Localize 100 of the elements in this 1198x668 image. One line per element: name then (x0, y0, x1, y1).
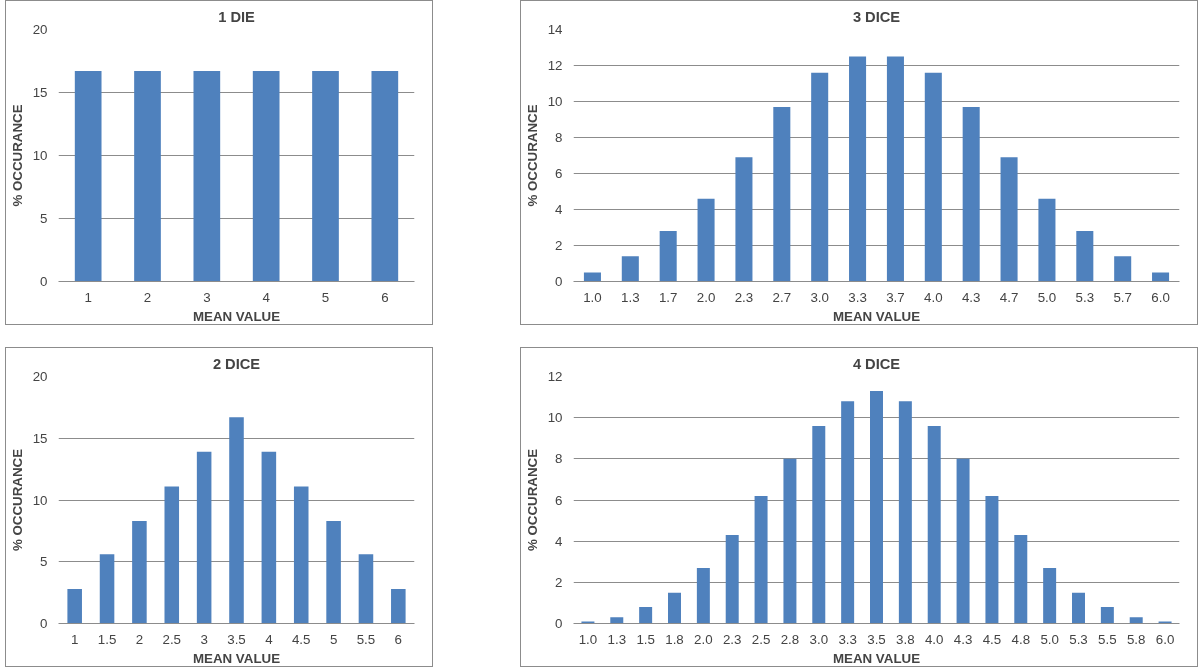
x-tick-label: 2.3 (734, 289, 754, 305)
bar (849, 56, 867, 282)
x-tick-label: 3.5 (867, 631, 886, 647)
x-tick-label: 1.3 (607, 631, 627, 647)
x-tick-label: 3.0 (809, 631, 829, 647)
bar (132, 520, 147, 624)
y-tick-label: 12 (547, 58, 563, 73)
y-tick-label: 10 (32, 148, 48, 163)
y-tick-label: 0 (40, 274, 48, 289)
y-axis-title: % OCCURANCE (9, 448, 25, 552)
bar (610, 617, 624, 624)
bar (1158, 621, 1172, 624)
y-tick-label: 0 (555, 616, 563, 631)
x-tick-label: 1.7 (658, 289, 678, 305)
x-tick-label: 5.0 (1040, 631, 1059, 647)
bar (261, 451, 277, 624)
x-tick-label: 2 (135, 631, 144, 647)
y-tick-label: 5 (40, 554, 48, 570)
y-tick-label: 14 (547, 22, 564, 37)
x-tick-label: 4.7 (999, 289, 1019, 305)
x-tick-label: 6 (394, 631, 403, 647)
chart-title: 4 DICE (852, 355, 901, 372)
y-tick-label: 5 (40, 211, 48, 226)
bar (581, 621, 595, 624)
bar (886, 56, 904, 282)
x-tick-label: 1.0 (578, 631, 598, 647)
x-tick-label: 2.0 (696, 289, 716, 305)
bar (841, 401, 855, 624)
x-tick-label: 2.5 (751, 631, 771, 647)
bar (1000, 157, 1018, 282)
y-tick-label: 15 (32, 430, 48, 446)
x-tick-label: 6.0 (1151, 289, 1170, 305)
bar (1072, 592, 1085, 624)
bar (927, 425, 941, 624)
bar (164, 486, 180, 624)
bar (229, 417, 244, 624)
x-tick-label: 5.8 (1126, 631, 1146, 647)
y-tick-label: 8 (555, 451, 563, 467)
chart-title: 2 DICE (212, 355, 261, 372)
chart-title: 3 DICE (852, 8, 901, 25)
bar (812, 425, 826, 624)
x-axis-title: MEAN VALUE (832, 308, 921, 324)
y-tick-label: 0 (555, 274, 563, 289)
y-axis-title: % OCCURANCE (524, 448, 540, 552)
x-tick-label: 4.5 (291, 631, 311, 647)
bar (697, 198, 715, 282)
x-tick-label: 1.8 (665, 631, 684, 647)
x-tick-label: 5.5 (1098, 631, 1117, 647)
x-tick-label: 4.0 (924, 289, 943, 305)
x-tick-label: 5.0 (1037, 289, 1057, 305)
bar (924, 72, 942, 282)
y-tick-label: 2 (555, 238, 563, 253)
bar (811, 72, 829, 282)
y-tick-label: 20 (32, 369, 48, 384)
x-tick-label: 4.3 (953, 631, 973, 647)
bar (1038, 198, 1056, 282)
bar (754, 495, 768, 624)
y-axis-title: % OCCURANCE (9, 104, 25, 207)
x-tick-label: 2.7 (772, 289, 792, 305)
bar (639, 607, 653, 624)
x-tick-label: 4 (262, 289, 271, 305)
y-axis-title: % OCCURANCE (524, 104, 540, 207)
x-tick-label: 2.0 (694, 631, 713, 647)
x-tick-label: 3.8 (896, 631, 915, 647)
y-tick-label: 15 (32, 85, 48, 100)
bar (985, 495, 999, 624)
x-tick-label: 6.0 (1155, 631, 1175, 647)
y-tick-label: 2 (555, 574, 563, 590)
bar (870, 390, 883, 624)
x-tick-label: 1.5 (97, 631, 117, 647)
x-tick-label: 6 (381, 289, 389, 305)
x-tick-label: 3.7 (886, 289, 905, 305)
bar (391, 588, 406, 624)
x-tick-label: 4.8 (1011, 631, 1031, 647)
x-axis-title: MEAN VALUE (192, 650, 281, 666)
x-tick-label: 4 (265, 631, 274, 647)
x-tick-label: 1.0 (583, 289, 602, 305)
y-tick-label: 10 (547, 410, 563, 426)
bar (1014, 534, 1028, 624)
y-tick-label: 10 (32, 492, 48, 508)
x-tick-label: 1.3 (621, 289, 640, 305)
x-axis-title: MEAN VALUE (832, 650, 921, 666)
x-tick-label: 3.3 (838, 631, 857, 647)
x-tick-label: 2.8 (780, 631, 800, 647)
x-tick-label: 5 (329, 631, 338, 647)
x-tick-label: 4.5 (982, 631, 1002, 647)
bar (1043, 567, 1057, 624)
bar (668, 592, 681, 624)
y-tick-label: 8 (555, 130, 563, 145)
bar (659, 231, 677, 282)
x-axis-title: MEAN VALUE (192, 308, 281, 324)
y-tick-label: 6 (555, 492, 563, 508)
x-tick-label: 3.3 (848, 289, 867, 305)
bar (1129, 617, 1143, 624)
chart-title: 1 DIE (218, 8, 256, 25)
y-tick-label: 12 (547, 369, 563, 384)
x-tick-label: 2.5 (162, 631, 182, 647)
bar (735, 157, 753, 282)
bar (1114, 256, 1132, 282)
bar (293, 486, 309, 624)
